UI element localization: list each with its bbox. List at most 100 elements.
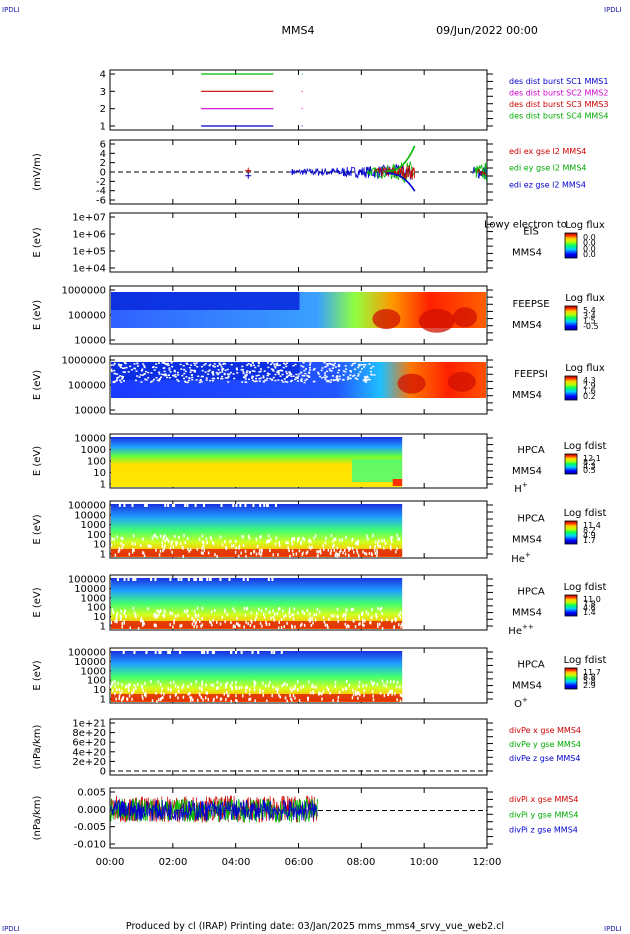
heatmap-gap — [396, 698, 398, 702]
heatmap-gap — [167, 687, 170, 691]
heatmap-gap — [224, 362, 227, 365]
heatmap-gap — [338, 375, 341, 378]
heatmap-gap — [311, 684, 313, 688]
heatmap-gap — [188, 691, 191, 695]
heatmap-gap — [129, 626, 132, 630]
heatmap-gap — [363, 366, 366, 368]
edi-trace — [474, 162, 488, 182]
heatmap-gap — [114, 373, 117, 375]
heatmap-gap — [121, 622, 123, 626]
heatmap-gap — [224, 377, 227, 379]
colorbar-tick-label: 0.0 — [583, 250, 596, 259]
heatmap-gap — [337, 615, 339, 619]
heatmap-gap — [193, 625, 195, 629]
colorbar-tick-label: 0.0 — [583, 244, 596, 253]
heatmap-gap — [383, 539, 386, 543]
heatmap-gap — [304, 379, 307, 382]
heatmap-gap — [342, 370, 345, 372]
y-tick-label: 1000 — [81, 593, 106, 604]
heatmap-gap — [294, 686, 296, 690]
burst-dot — [301, 90, 303, 92]
heatmap-gap — [357, 373, 360, 375]
heatmap-gap — [338, 553, 340, 557]
edi-trace — [477, 169, 488, 176]
heatmap-gap — [117, 376, 120, 379]
heatmap-gap — [158, 651, 161, 654]
y-tick-label: 0 — [100, 168, 106, 179]
heatmap-gap — [371, 553, 373, 557]
heatmap-gap — [345, 368, 348, 370]
heatmap-gap — [371, 690, 374, 694]
heatmap-peak — [418, 308, 455, 333]
corner-tag-top-left: IPDLI — [2, 6, 20, 14]
y-tick-label: 1e+06 — [72, 230, 106, 241]
heatmap-gap — [249, 371, 252, 373]
overlap-label: Lowy electron to — [484, 220, 567, 231]
time-label-2: 04:00 — [222, 857, 251, 868]
heatmap-gap — [187, 547, 189, 551]
heatmap-gap — [385, 684, 388, 688]
heatmap-gap — [179, 651, 182, 654]
instrument-label: FEEPSE — [512, 299, 549, 310]
heatmap-gap — [232, 373, 235, 375]
heatmap-gap — [386, 680, 388, 684]
heatmap-gap — [186, 381, 189, 384]
heatmap-gap — [249, 363, 252, 366]
heatmap-gap — [189, 695, 191, 699]
heatmap-gap — [274, 365, 277, 368]
heatmap-gap — [136, 375, 139, 377]
heatmap-gap — [171, 365, 174, 368]
heatmap-gap — [136, 365, 139, 367]
heatmap-gap — [381, 612, 384, 616]
heatmap-gap — [195, 379, 198, 381]
heatmap-gap — [321, 377, 324, 379]
heatmap-gap — [373, 374, 376, 376]
heatmap-gap — [286, 683, 288, 687]
heatmap-gap — [153, 613, 156, 617]
heatmap-gap — [376, 551, 378, 555]
heatmap-gap — [314, 534, 317, 538]
heatmap-gap — [323, 372, 326, 374]
heatmap-gap — [371, 683, 374, 687]
heatmap-gap — [144, 681, 146, 685]
heatmap-gap — [201, 623, 204, 627]
heatmap-gap — [245, 689, 247, 693]
heatmap-gap — [327, 380, 330, 382]
heatmap-gap — [172, 680, 175, 684]
heatmap-gap — [292, 613, 295, 617]
heatmap-gap — [170, 542, 173, 546]
heatmap-gap — [216, 695, 218, 699]
y-tick-label: 100000 — [68, 381, 106, 392]
heatmap-gap — [250, 365, 253, 367]
heatmap-gap — [344, 365, 347, 367]
heatmap-gap — [173, 375, 176, 377]
heatmap-gap — [283, 615, 285, 619]
heatmap-gap — [194, 613, 196, 617]
heatmap-gap — [312, 369, 315, 371]
heatmap-gap — [128, 689, 130, 693]
heatmap-gap — [373, 548, 376, 552]
heatmap-gap — [253, 625, 256, 629]
heatmap-gap — [123, 504, 126, 507]
heatmap-gap — [358, 365, 361, 367]
heatmap-gap — [162, 549, 164, 553]
heatmap-gap — [183, 534, 185, 538]
heatmap-gap — [181, 374, 184, 377]
heatmap-gap — [302, 536, 304, 540]
heatmap-gap — [185, 610, 188, 614]
heatmap-gap — [270, 651, 273, 654]
heatmap-gap — [140, 370, 143, 372]
colorbar-tick-label: 0.0 — [583, 233, 596, 242]
heatmap-gap — [362, 363, 365, 366]
heatmap-gap — [110, 543, 113, 547]
heatmap-gap — [197, 613, 200, 617]
heatmap-gap — [209, 379, 212, 382]
heatmap-gap — [163, 615, 166, 619]
heatmap-gap — [338, 378, 341, 380]
heatmap-gap — [163, 609, 166, 613]
heatmap-gap — [326, 623, 328, 627]
heatmap-gap — [323, 362, 326, 364]
heatmap-gap — [357, 542, 359, 546]
heatmap-gap — [308, 376, 311, 378]
